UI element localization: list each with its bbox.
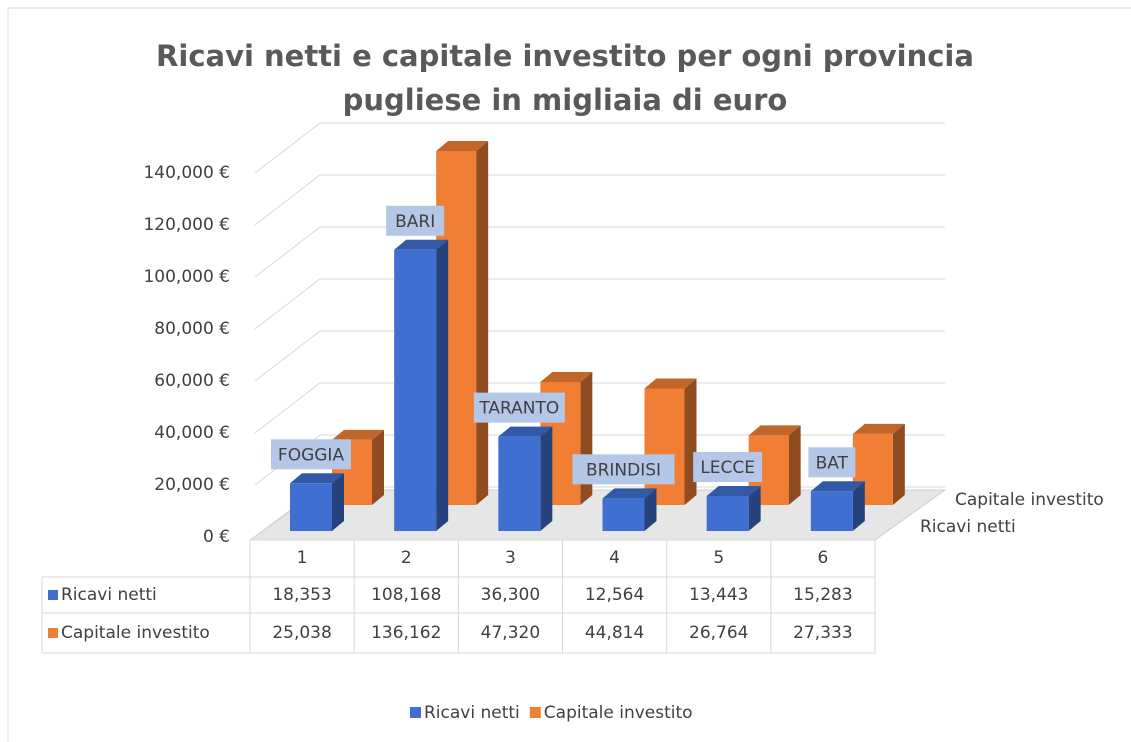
table-key — [48, 590, 58, 600]
grid-line — [254, 226, 945, 278]
table-cell: 108,168 — [371, 585, 441, 605]
bar — [498, 426, 553, 531]
table-cell: 47,320 — [481, 623, 540, 643]
bar-face — [644, 488, 657, 531]
chart-title: Ricavi netti e capitale investito per og… — [156, 39, 974, 117]
y-tick-label: 140,000 € — [143, 163, 230, 183]
bar-face — [644, 378, 697, 389]
annotation: BRINDISI — [586, 460, 661, 480]
annotation: BAT — [816, 453, 849, 473]
table-cell: 15,283 — [793, 585, 852, 605]
table-cell: 44,814 — [585, 623, 644, 643]
x-tick-label: 3 — [505, 548, 516, 568]
bar-face — [852, 423, 905, 434]
bar-face — [540, 371, 593, 382]
table-row-header: Ricavi netti — [61, 585, 157, 605]
bar-face — [892, 423, 905, 505]
bar-face — [498, 426, 553, 437]
bar-face — [810, 491, 853, 531]
table-cell: 25,038 — [272, 623, 331, 643]
table-key — [48, 628, 58, 638]
legend-label: Ricavi netti — [424, 703, 520, 723]
bar-face — [290, 483, 332, 531]
table-cell: 18,353 — [272, 585, 331, 605]
x-tick-label: 2 — [401, 548, 412, 568]
bar-face — [748, 425, 801, 436]
annotation: BARI — [395, 212, 435, 232]
bar-face — [602, 488, 657, 499]
bar-face — [476, 140, 489, 505]
table-cell: 27,333 — [793, 623, 852, 643]
bar-face — [684, 378, 697, 505]
table-cell: 36,300 — [481, 585, 540, 605]
bar-face — [498, 436, 541, 531]
grid-line — [254, 330, 945, 382]
grid-line — [254, 382, 945, 434]
x-tick-label: 4 — [609, 548, 620, 568]
annotation-box — [473, 392, 565, 423]
bar-face — [644, 388, 685, 505]
bar-face — [788, 425, 801, 505]
bar-face — [580, 371, 593, 505]
grid-line — [254, 174, 945, 226]
y-tick-label: 40,000 € — [154, 423, 230, 443]
bar-face — [810, 481, 865, 492]
table-cell: 12,564 — [585, 585, 644, 605]
annotation-box — [386, 205, 445, 236]
annotation: TARANTO — [478, 399, 559, 419]
legend-key — [529, 707, 541, 718]
table-cell: 136,162 — [371, 623, 441, 643]
bar-face — [436, 140, 489, 151]
annotation-box — [693, 452, 763, 483]
table-cell: 26,764 — [689, 623, 748, 643]
y-tick-label: 20,000 € — [154, 475, 230, 495]
legend-key — [410, 707, 421, 718]
annotation-box — [271, 439, 351, 470]
bar-face — [332, 473, 344, 531]
bar-face — [394, 249, 437, 532]
annotation: LECCE — [700, 458, 755, 478]
annotation-box — [572, 454, 675, 485]
bar — [602, 488, 657, 531]
bar-face — [372, 429, 384, 505]
table-cell: 13,443 — [689, 585, 748, 605]
annotation: FOGGIA — [278, 445, 345, 465]
bar — [644, 378, 697, 505]
bar-face — [290, 473, 344, 484]
bar — [290, 473, 344, 531]
chart-border — [7, 7, 1131, 742]
bar-face — [540, 426, 553, 531]
bar-face — [436, 239, 449, 532]
depth-label: Ricavi netti — [920, 517, 1016, 537]
y-tick-label: 100,000 € — [143, 267, 230, 287]
legend-label: Capitale investito — [544, 703, 693, 723]
bar — [810, 481, 865, 531]
bar-face — [602, 498, 645, 531]
y-tick-label: 0 € — [203, 527, 230, 547]
x-tick-label: 1 — [297, 548, 308, 568]
bar-face — [748, 486, 761, 531]
x-tick-label: 6 — [818, 548, 829, 568]
bar-face — [706, 486, 761, 497]
grid-line — [254, 278, 945, 330]
x-tick-label: 5 — [713, 548, 724, 568]
y-tick-label: 80,000 € — [154, 319, 230, 339]
depth-label: Capitale investito — [955, 490, 1104, 510]
bar — [394, 239, 449, 532]
y-tick-label: 120,000 € — [143, 215, 230, 235]
bar — [706, 486, 761, 531]
bar-face — [332, 429, 384, 440]
annotation-box — [808, 447, 856, 478]
bar-face — [852, 481, 865, 531]
bar-face — [706, 496, 749, 531]
table-row-header: Capitale investito — [61, 623, 210, 643]
bar-face — [394, 239, 449, 250]
y-tick-label: 60,000 € — [154, 371, 230, 391]
grid-line — [254, 122, 945, 174]
